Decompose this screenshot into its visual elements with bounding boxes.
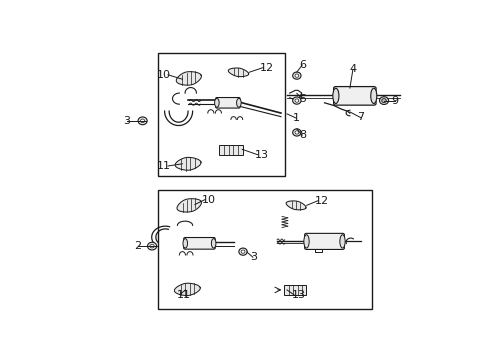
FancyBboxPatch shape	[183, 238, 215, 249]
Ellipse shape	[138, 117, 147, 125]
Ellipse shape	[211, 239, 216, 248]
Text: 6: 6	[299, 60, 305, 70]
Ellipse shape	[294, 99, 298, 102]
Ellipse shape	[292, 72, 301, 79]
Ellipse shape	[147, 242, 156, 250]
Ellipse shape	[370, 88, 376, 103]
Ellipse shape	[339, 235, 345, 248]
Bar	[284, 285, 305, 294]
Polygon shape	[285, 201, 305, 210]
Bar	[158, 190, 371, 309]
Bar	[219, 145, 242, 155]
Text: 10: 10	[202, 194, 216, 204]
Text: 12: 12	[314, 195, 328, 206]
Bar	[158, 53, 284, 176]
Text: 13: 13	[254, 150, 268, 159]
Text: 3: 3	[123, 116, 130, 126]
Text: 2: 2	[134, 241, 141, 251]
Text: 4: 4	[349, 64, 356, 74]
Text: 10: 10	[157, 70, 171, 80]
Ellipse shape	[332, 88, 338, 103]
FancyBboxPatch shape	[333, 87, 375, 105]
Ellipse shape	[294, 74, 298, 77]
FancyBboxPatch shape	[304, 233, 344, 249]
Ellipse shape	[140, 119, 144, 123]
Polygon shape	[174, 283, 200, 296]
Ellipse shape	[214, 98, 219, 107]
Ellipse shape	[183, 239, 187, 248]
Ellipse shape	[294, 131, 298, 134]
Text: 7: 7	[357, 112, 364, 122]
Text: 3: 3	[249, 252, 256, 262]
Text: 1: 1	[292, 113, 300, 123]
Ellipse shape	[303, 235, 308, 248]
Text: 5: 5	[299, 94, 305, 104]
Ellipse shape	[238, 248, 247, 255]
Polygon shape	[175, 157, 201, 170]
FancyBboxPatch shape	[215, 98, 240, 108]
Ellipse shape	[241, 250, 244, 253]
Polygon shape	[177, 199, 201, 212]
Text: 13: 13	[291, 290, 305, 300]
Text: 11: 11	[176, 290, 190, 300]
Ellipse shape	[292, 129, 301, 136]
Ellipse shape	[292, 97, 301, 104]
Text: 8: 8	[299, 130, 305, 140]
Polygon shape	[228, 68, 248, 77]
Ellipse shape	[381, 99, 386, 103]
Ellipse shape	[236, 98, 241, 107]
Text: 11: 11	[157, 161, 171, 171]
Ellipse shape	[150, 244, 154, 248]
Polygon shape	[176, 72, 201, 85]
Text: 12: 12	[260, 63, 274, 73]
Text: 9: 9	[391, 96, 398, 105]
Ellipse shape	[379, 97, 388, 104]
